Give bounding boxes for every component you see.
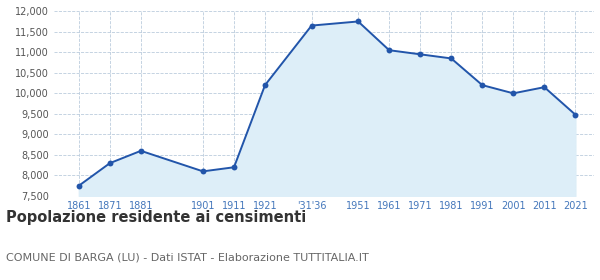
Point — [198, 169, 208, 174]
Point — [571, 113, 580, 117]
Point — [539, 85, 549, 89]
Point — [229, 165, 239, 169]
Point — [478, 83, 487, 87]
Point — [307, 23, 316, 28]
Point — [446, 56, 456, 61]
Text: COMUNE DI BARGA (LU) - Dati ISTAT - Elaborazione TUTTITALIA.IT: COMUNE DI BARGA (LU) - Dati ISTAT - Elab… — [6, 252, 369, 262]
Point — [385, 48, 394, 52]
Point — [136, 149, 146, 153]
Point — [105, 161, 115, 165]
Point — [415, 52, 425, 57]
Point — [509, 91, 518, 95]
Point — [353, 19, 363, 24]
Point — [74, 183, 83, 188]
Point — [260, 83, 270, 87]
Text: Popolazione residente ai censimenti: Popolazione residente ai censimenti — [6, 210, 306, 225]
